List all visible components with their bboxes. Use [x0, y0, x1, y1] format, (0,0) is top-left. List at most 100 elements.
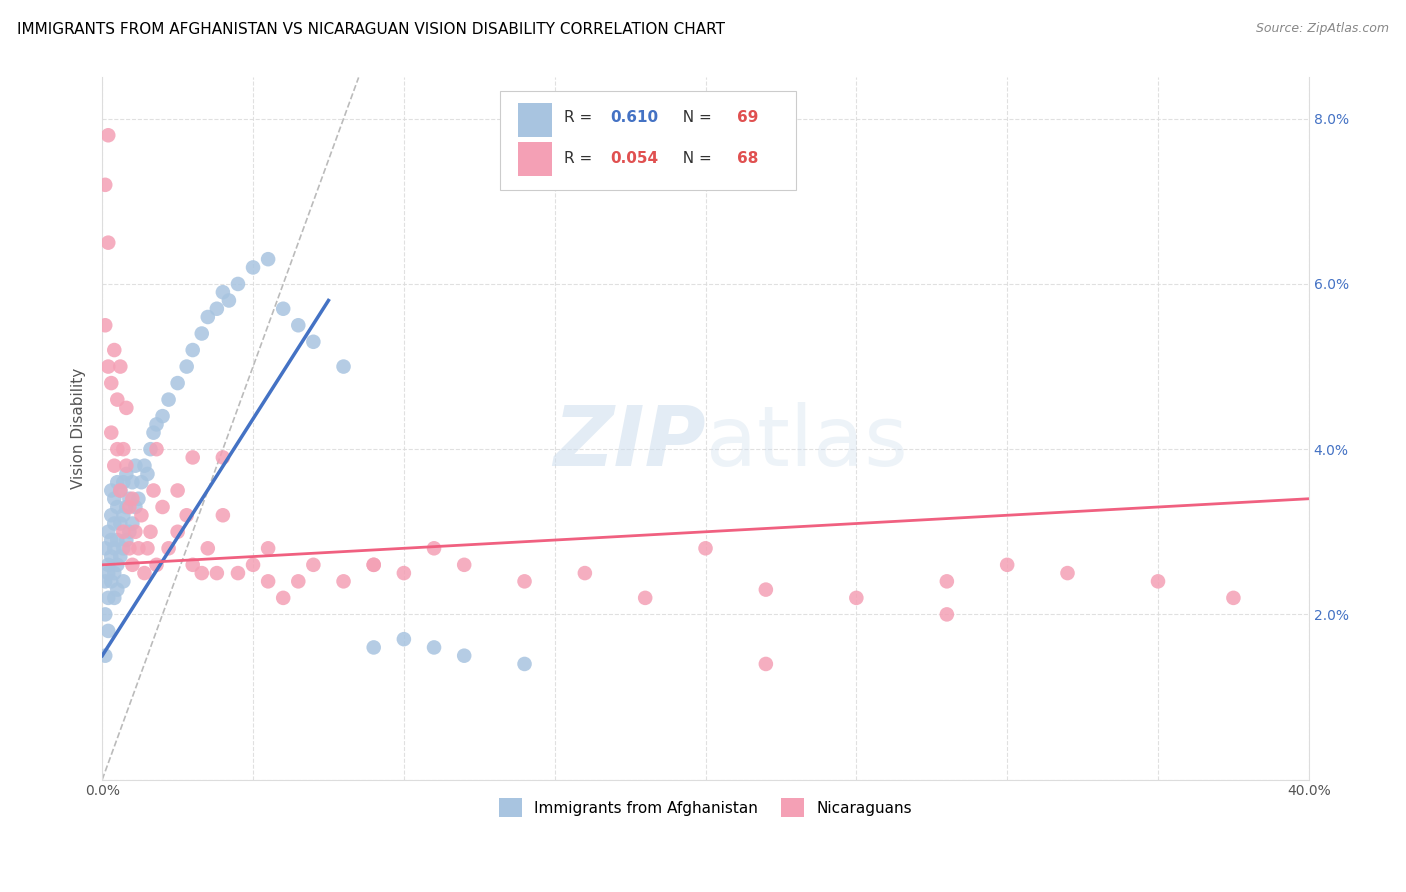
Point	[112, 524, 135, 539]
Bar	[519, 142, 553, 176]
Point	[94, 648, 117, 663]
Point	[226, 277, 249, 291]
Point	[110, 359, 132, 374]
Point	[134, 566, 156, 580]
Point	[94, 574, 117, 589]
Point	[94, 318, 117, 333]
Point	[513, 657, 536, 671]
Point	[257, 541, 280, 556]
Point	[392, 566, 415, 580]
Point	[100, 483, 122, 498]
Point	[190, 326, 212, 341]
Point	[139, 442, 162, 457]
Point	[94, 607, 117, 622]
Bar	[519, 103, 553, 137]
Point	[181, 343, 204, 357]
Point	[124, 458, 146, 473]
Point	[100, 376, 122, 390]
Point	[105, 475, 128, 490]
Point	[110, 483, 132, 498]
Point	[100, 425, 122, 440]
Point	[166, 376, 188, 390]
Point	[110, 549, 132, 564]
Point	[121, 491, 143, 506]
Point	[995, 558, 1018, 572]
Point	[97, 566, 120, 580]
Point	[145, 442, 167, 457]
Point	[181, 558, 204, 572]
Point	[212, 450, 235, 465]
Point	[176, 508, 198, 523]
FancyBboxPatch shape	[501, 92, 796, 190]
Point	[112, 541, 135, 556]
Point	[190, 566, 212, 580]
Point	[134, 458, 156, 473]
Point	[197, 541, 219, 556]
Text: N =: N =	[673, 110, 717, 125]
Point	[112, 475, 135, 490]
Point	[142, 425, 165, 440]
Point	[110, 483, 132, 498]
Point	[145, 558, 167, 572]
Point	[97, 128, 120, 143]
Point	[935, 607, 957, 622]
Point	[124, 500, 146, 514]
Point	[226, 566, 249, 580]
Point	[152, 409, 174, 424]
Point	[97, 591, 120, 605]
Point	[100, 574, 122, 589]
Point	[218, 293, 240, 308]
Point	[131, 508, 153, 523]
Point	[105, 558, 128, 572]
Text: 0.610: 0.610	[610, 110, 658, 125]
Point	[166, 483, 188, 498]
Y-axis label: Vision Disability: Vision Disability	[72, 368, 86, 489]
Point	[152, 500, 174, 514]
Point	[197, 310, 219, 324]
Point	[302, 334, 325, 349]
Point	[103, 566, 125, 580]
Text: R =: R =	[564, 151, 598, 166]
Point	[332, 359, 354, 374]
Point	[112, 442, 135, 457]
Text: 0.054: 0.054	[610, 151, 658, 166]
Point	[423, 640, 446, 655]
Point	[212, 285, 235, 300]
Point	[634, 591, 657, 605]
Point	[105, 392, 128, 407]
Point	[176, 359, 198, 374]
Text: R =: R =	[564, 110, 598, 125]
Point	[136, 541, 159, 556]
Point	[97, 558, 120, 572]
Point	[453, 558, 475, 572]
Point	[1147, 574, 1170, 589]
Text: ZIP: ZIP	[553, 402, 706, 483]
Text: 68: 68	[737, 151, 758, 166]
Text: Source: ZipAtlas.com: Source: ZipAtlas.com	[1256, 22, 1389, 36]
Point	[205, 566, 228, 580]
Point	[257, 574, 280, 589]
Point	[332, 574, 354, 589]
Point	[157, 541, 180, 556]
Point	[145, 417, 167, 432]
Point	[205, 301, 228, 316]
Text: atlas: atlas	[706, 402, 907, 483]
Point	[453, 648, 475, 663]
Point	[242, 558, 264, 572]
Point	[103, 491, 125, 506]
Point	[115, 533, 138, 547]
Point	[115, 500, 138, 514]
Point	[755, 582, 778, 597]
Point	[115, 401, 138, 415]
Point	[110, 516, 132, 531]
Point	[118, 524, 141, 539]
Point	[115, 458, 138, 473]
Point	[755, 657, 778, 671]
Point	[94, 178, 117, 192]
Legend: Immigrants from Afghanistan, Nicaraguans: Immigrants from Afghanistan, Nicaraguans	[492, 790, 920, 824]
Point	[127, 491, 149, 506]
Point	[115, 467, 138, 481]
Point	[105, 533, 128, 547]
Point	[845, 591, 868, 605]
Point	[181, 450, 204, 465]
